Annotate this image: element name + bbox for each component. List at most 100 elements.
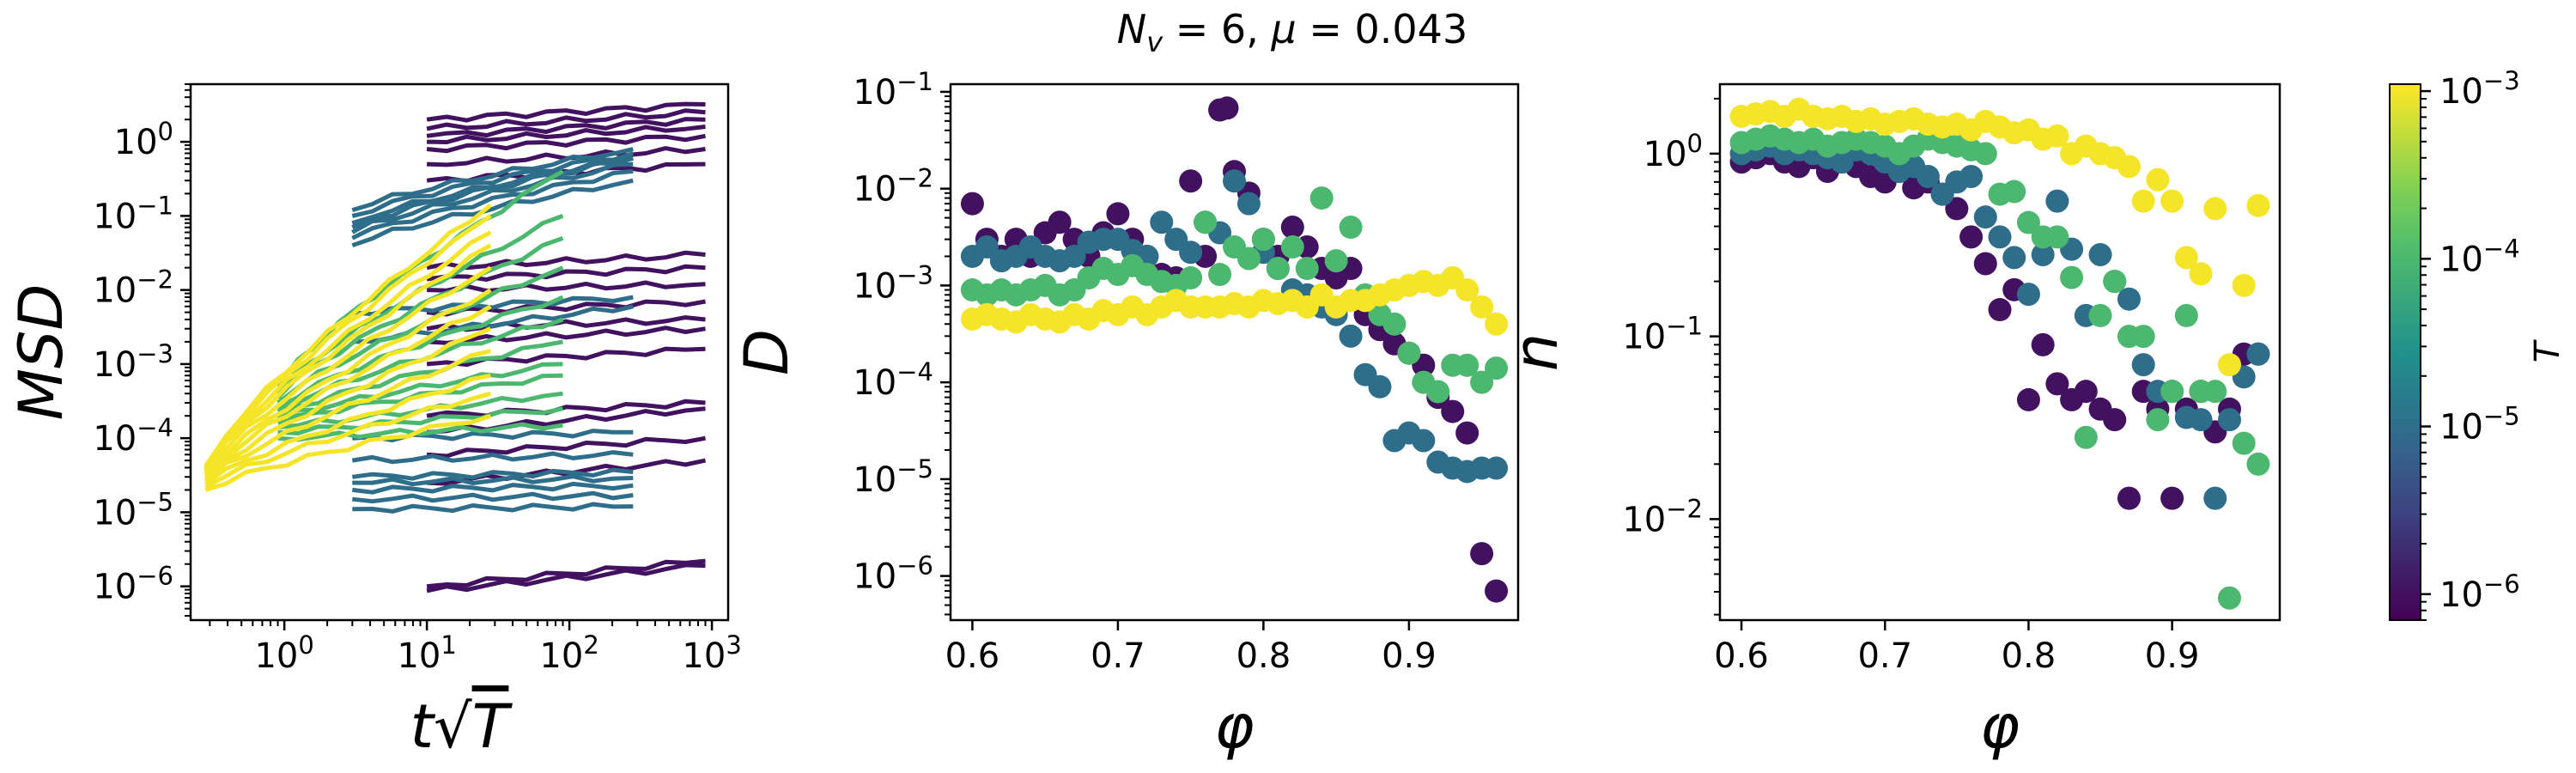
msd-line bbox=[204, 265, 492, 475]
data-point bbox=[1062, 244, 1086, 268]
x-tick-label: 0.8 bbox=[2002, 636, 2057, 676]
figure-suptitle: Nv = 6, μ = 0.043 bbox=[1117, 6, 1467, 58]
y-tick-label: 10−6 bbox=[853, 551, 933, 597]
data-point bbox=[2203, 197, 2227, 221]
y-tick-label: 10−1 bbox=[1622, 312, 1703, 357]
y-tick-label: 10−2 bbox=[853, 164, 933, 210]
data-point bbox=[1339, 216, 1363, 240]
data-point bbox=[2232, 431, 2256, 455]
data-point bbox=[2232, 273, 2256, 297]
data-point bbox=[1455, 421, 1479, 445]
msd-line bbox=[426, 133, 706, 154]
x-tick-label: 0.6 bbox=[1714, 636, 1769, 676]
data-point bbox=[1470, 542, 1494, 566]
data-point bbox=[2103, 408, 2127, 432]
data-point bbox=[2217, 408, 2241, 432]
data-point bbox=[1236, 192, 1261, 216]
msd-line bbox=[426, 108, 706, 131]
msd-line bbox=[427, 280, 706, 294]
y-tick-label: 10−3 bbox=[93, 339, 173, 385]
data-point bbox=[2246, 452, 2270, 476]
data-point bbox=[2131, 325, 2155, 349]
y-tick-label: 10−2 bbox=[1622, 494, 1703, 539]
data-point bbox=[2016, 387, 2040, 411]
y-tick-label: 10−1 bbox=[93, 191, 173, 236]
data-point bbox=[1251, 228, 1275, 252]
msd-line bbox=[426, 250, 706, 271]
data-point bbox=[1397, 341, 1421, 365]
data-point bbox=[1208, 263, 1232, 287]
plot-area bbox=[204, 101, 707, 593]
data-point bbox=[1266, 257, 1290, 281]
msd-line bbox=[426, 435, 706, 459]
data-point bbox=[1339, 324, 1363, 348]
data-point bbox=[2246, 193, 2270, 217]
data-point bbox=[1485, 456, 1509, 480]
x-tick-label: 0.9 bbox=[2145, 636, 2200, 676]
data-point bbox=[2045, 225, 2069, 249]
x-axis-label: φ bbox=[1214, 691, 1254, 762]
msd-line bbox=[204, 230, 492, 471]
panel-1: 100 101 102 103 10−6 10−5 10−4 10−3 10−2 10−1 100 t… bbox=[6, 82, 742, 762]
data-point bbox=[2031, 332, 2055, 356]
data-point bbox=[2088, 243, 2112, 267]
data-point bbox=[1295, 257, 1319, 281]
data-point bbox=[2103, 270, 2127, 294]
y-tick-label: 10−1 bbox=[853, 67, 933, 113]
data-point bbox=[1959, 225, 1984, 249]
data-point bbox=[1215, 96, 1239, 120]
x-axis-label: φ bbox=[1980, 691, 2020, 762]
data-point bbox=[2146, 408, 2170, 432]
plot-area bbox=[960, 96, 1509, 603]
y-tick-label: 10−3 bbox=[853, 260, 933, 306]
x-tick-label: 102 bbox=[539, 630, 598, 676]
data-point bbox=[2160, 380, 2184, 404]
panel-2: 0.6 0.7 0.8 0.9 10−6 10−5 10−4 10−3 10−2 10−1 φ D bbox=[732, 67, 1520, 762]
x-axis-label: t√T bbox=[410, 691, 513, 762]
plot-frame bbox=[949, 82, 1520, 622]
msd-line bbox=[426, 117, 706, 138]
msd-line bbox=[427, 146, 706, 167]
colorbar-tick-label: 10−5 bbox=[2439, 402, 2520, 447]
data-point bbox=[2146, 167, 2170, 192]
colorbar-label: T bbox=[2528, 338, 2567, 362]
msd-line bbox=[204, 373, 491, 486]
data-point bbox=[2246, 342, 2270, 366]
data-point bbox=[2203, 486, 2227, 510]
msd-line bbox=[277, 422, 563, 442]
data-point bbox=[1470, 295, 1494, 319]
data-point bbox=[1179, 169, 1203, 193]
data-point bbox=[2045, 189, 2069, 213]
msd-line bbox=[352, 502, 634, 514]
x-tick-label: 0.9 bbox=[1382, 636, 1437, 676]
plot-frame bbox=[1718, 82, 2281, 622]
data-point bbox=[2131, 353, 2155, 377]
data-point bbox=[2074, 425, 2098, 449]
data-point bbox=[1470, 370, 1494, 394]
y-axis-label: D bbox=[732, 329, 802, 375]
data-point bbox=[1179, 240, 1203, 265]
y-tick-label: 10−5 bbox=[93, 487, 173, 533]
msd-line bbox=[352, 481, 634, 495]
data-point bbox=[2189, 262, 2213, 286]
msd-line bbox=[351, 178, 634, 248]
data-point bbox=[1485, 579, 1509, 603]
msd-line bbox=[204, 326, 492, 481]
msd-line bbox=[427, 125, 706, 144]
data-point bbox=[1959, 164, 1984, 188]
x-tick-label: 0.8 bbox=[1236, 636, 1291, 676]
y-axis-label: MSD bbox=[6, 284, 76, 421]
data-point bbox=[2002, 246, 2026, 270]
data-point bbox=[1194, 210, 1218, 234]
data-point bbox=[1455, 353, 1479, 377]
data-point bbox=[1280, 216, 1304, 240]
data-point bbox=[1223, 169, 1246, 193]
colorbar-tick-label: 10−6 bbox=[2439, 569, 2520, 615]
data-point bbox=[2160, 486, 2184, 510]
x-tick-label: 103 bbox=[682, 630, 741, 676]
msd-line bbox=[351, 147, 634, 212]
data-point bbox=[975, 235, 999, 259]
data-point bbox=[2203, 380, 2227, 404]
data-point bbox=[2088, 303, 2112, 327]
data-point bbox=[1988, 298, 2012, 322]
